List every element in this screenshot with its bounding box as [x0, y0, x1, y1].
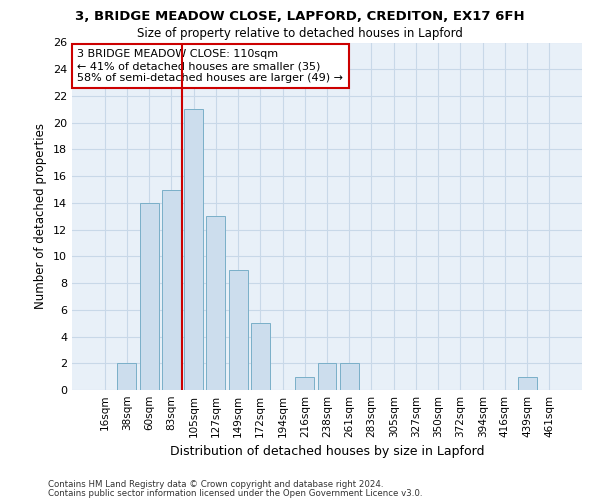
Bar [184, 110, 203, 390]
Text: 3, BRIDGE MEADOW CLOSE, LAPFORD, CREDITON, EX17 6FH: 3, BRIDGE MEADOW CLOSE, LAPFORD, CREDITO… [75, 10, 525, 23]
Bar [118, 364, 136, 390]
Bar [206, 216, 225, 390]
Bar [518, 376, 536, 390]
X-axis label: Distribution of detached houses by size in Lapford: Distribution of detached houses by size … [170, 446, 484, 458]
Text: Size of property relative to detached houses in Lapford: Size of property relative to detached ho… [137, 28, 463, 40]
Y-axis label: Number of detached properties: Number of detached properties [34, 123, 47, 309]
Bar [317, 364, 337, 390]
Bar [340, 364, 359, 390]
Text: 3 BRIDGE MEADOW CLOSE: 110sqm
← 41% of detached houses are smaller (35)
58% of s: 3 BRIDGE MEADOW CLOSE: 110sqm ← 41% of d… [77, 50, 343, 82]
Bar [140, 203, 158, 390]
Text: Contains HM Land Registry data © Crown copyright and database right 2024.: Contains HM Land Registry data © Crown c… [48, 480, 383, 489]
Bar [295, 376, 314, 390]
Bar [229, 270, 248, 390]
Bar [162, 190, 181, 390]
Bar [251, 323, 270, 390]
Text: Contains public sector information licensed under the Open Government Licence v3: Contains public sector information licen… [48, 489, 422, 498]
